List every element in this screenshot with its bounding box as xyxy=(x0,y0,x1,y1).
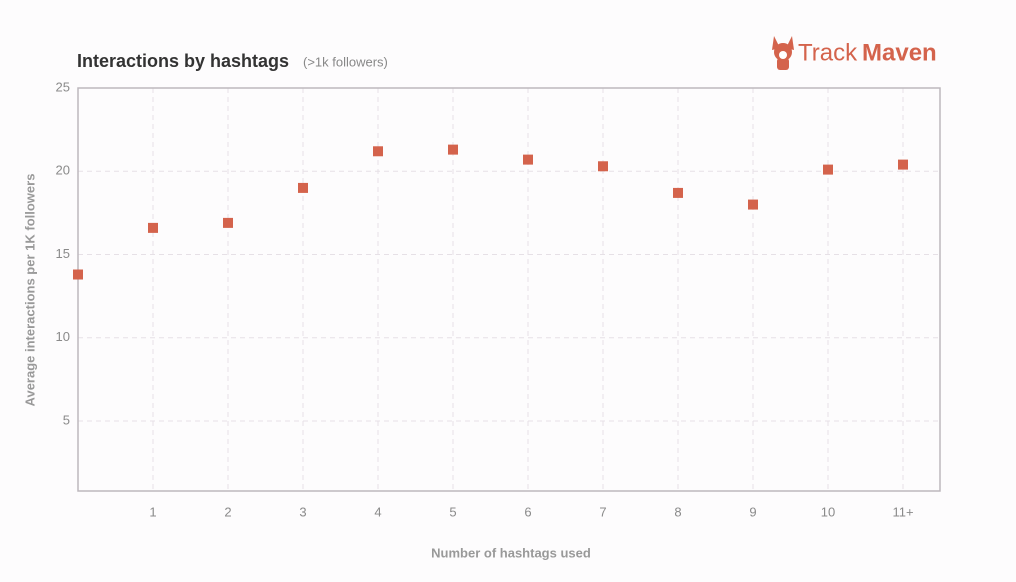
x-tick-label: 10 xyxy=(821,504,835,519)
x-tick-label: 9 xyxy=(749,504,756,519)
x-tick-label: 8 xyxy=(674,504,681,519)
point xyxy=(373,146,383,157)
point xyxy=(73,269,83,280)
logo-text-bold: Maven xyxy=(862,39,937,66)
point xyxy=(823,164,833,175)
point xyxy=(148,222,158,233)
x-tick-label: 11+ xyxy=(892,504,913,519)
x-tick-label: 6 xyxy=(524,504,531,519)
logo-text-light: Track xyxy=(798,39,858,66)
point xyxy=(673,187,683,198)
x-axis-label: Number of hashtags used xyxy=(431,545,591,560)
x-tick-label: 2 xyxy=(224,504,231,519)
logo-icon xyxy=(772,36,794,70)
chart-subtitle: (>1k followers) xyxy=(303,54,388,69)
x-tick-label: 5 xyxy=(449,504,456,519)
y-axis-label: Average interactions per 1K followers xyxy=(22,174,37,407)
point xyxy=(898,159,908,170)
point xyxy=(748,199,758,210)
plot-frame xyxy=(77,87,941,492)
point xyxy=(298,182,308,193)
y-tick-label: 20 xyxy=(56,163,70,178)
point xyxy=(448,144,458,155)
point xyxy=(598,161,608,172)
y-tick-label: 25 xyxy=(56,79,70,94)
y-tick-label: 5 xyxy=(63,412,70,427)
x-tick-label: 1 xyxy=(149,504,156,519)
y-tick-label: 10 xyxy=(56,329,70,344)
chart-title: Interactions by hashtags xyxy=(77,51,289,71)
y-tick-label: 15 xyxy=(56,246,70,261)
point xyxy=(523,154,533,165)
point xyxy=(223,217,233,228)
x-tick-label: 4 xyxy=(374,504,381,519)
x-tick-label: 7 xyxy=(599,504,606,519)
logo: Track Maven xyxy=(772,36,937,70)
x-tick-label: 3 xyxy=(299,504,306,519)
